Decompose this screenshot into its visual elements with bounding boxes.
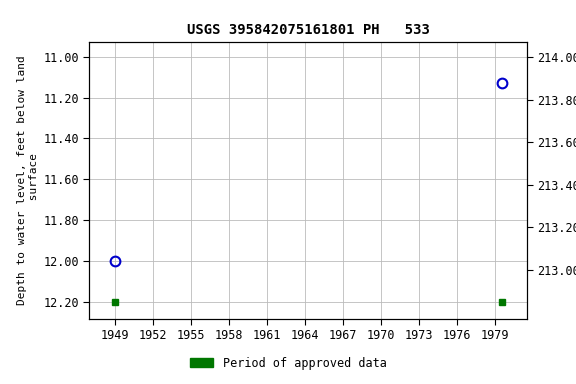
Legend: Period of approved data: Period of approved data: [185, 352, 391, 374]
Title: USGS 395842075161801 PH   533: USGS 395842075161801 PH 533: [187, 23, 430, 37]
Y-axis label: Depth to water level, feet below land
 surface: Depth to water level, feet below land su…: [17, 56, 39, 305]
